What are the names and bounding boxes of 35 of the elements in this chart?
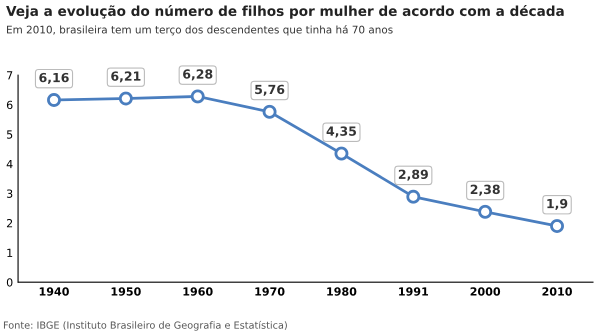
point — [406, 190, 420, 204]
y-tick-label: 0 — [6, 278, 12, 287]
x-tick-label: 1980 — [327, 287, 356, 296]
x-tick-label: 2000 — [470, 287, 500, 296]
x-tick-label: 1960 — [184, 287, 213, 296]
point — [190, 90, 205, 104]
data-label: 1,9 — [547, 198, 568, 210]
point — [47, 93, 61, 107]
point — [550, 219, 564, 233]
point — [334, 146, 348, 160]
y-tick-label: 2 — [6, 219, 12, 228]
x-tick-label: 1970 — [255, 287, 285, 296]
y-tick-label: 4 — [6, 160, 13, 168]
y-tick-label: 5 — [6, 130, 12, 139]
x-tick-label: 1991 — [399, 287, 428, 296]
point — [118, 92, 133, 106]
x-tick-label: 1950 — [112, 287, 141, 296]
chart-subtitle: Em 2010, brasileira tem um terço dos descendentes que tinha há 70 anos — [7, 25, 393, 36]
chart-title: Veja a evolução do número de filhos por mulher de acordo com a década — [6, 5, 564, 19]
data-label: 2,38 — [470, 184, 500, 196]
data-label: 5,76 — [255, 84, 284, 96]
y-tick-label: 7 — [7, 71, 12, 80]
x-tick-label: 2010 — [542, 287, 572, 296]
data-label: 6,28 — [183, 69, 212, 80]
y-tick-label: 1 — [7, 248, 12, 257]
data-label: 4,35 — [326, 126, 356, 138]
data-label: 6,16 — [39, 72, 69, 84]
x-tick-label: 1940 — [40, 287, 69, 296]
y-tick-label: 3 — [6, 189, 12, 198]
y-tick-label: 6 — [6, 100, 12, 110]
source-note: Fonte: IBGE (Instituto Brasileiro de Geografia e Estatística) — [4, 320, 287, 331]
data-label: 2,89 — [398, 170, 428, 181]
data-label: 6,21 — [111, 71, 140, 82]
point — [478, 204, 492, 219]
point — [262, 104, 277, 119]
